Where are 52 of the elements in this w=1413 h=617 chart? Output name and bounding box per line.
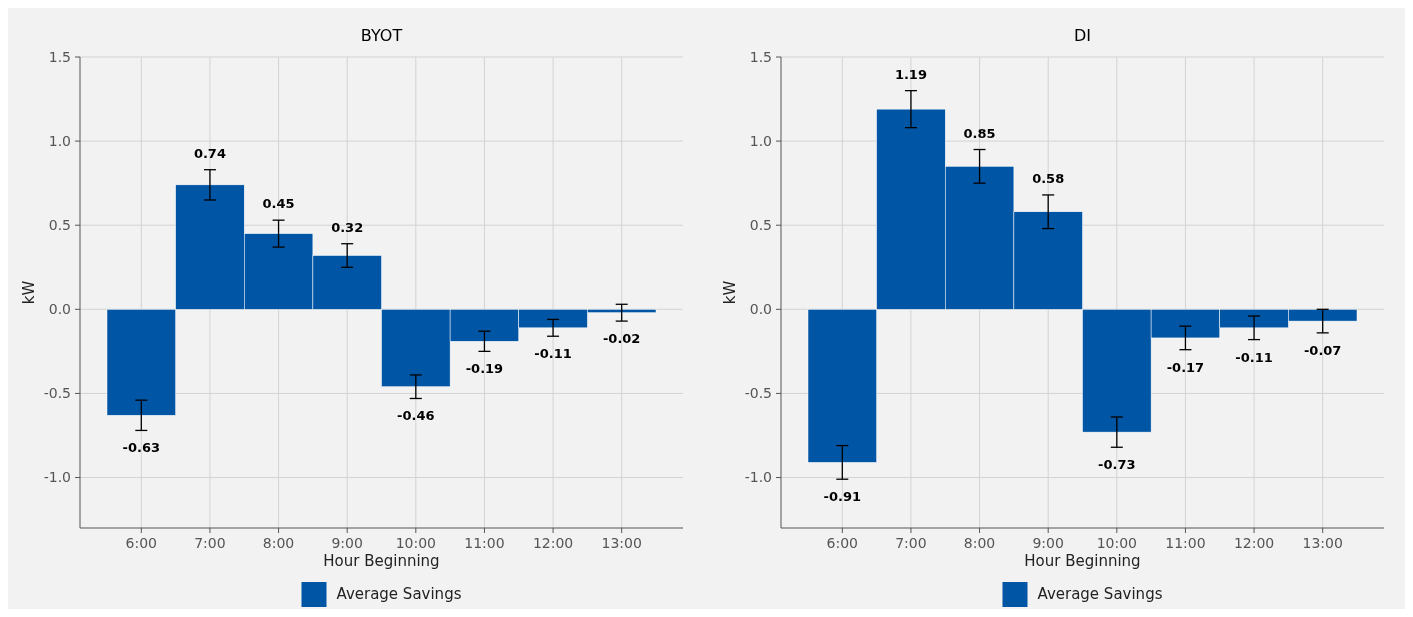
chart-title: DI bbox=[1073, 26, 1092, 45]
x-tick-label: 9:00 bbox=[331, 535, 363, 551]
data-label: 0.45 bbox=[262, 196, 295, 212]
y-tick-label: 1.5 bbox=[749, 48, 772, 65]
y-tick-label: 0.5 bbox=[48, 217, 71, 234]
data-label: -0.91 bbox=[823, 489, 862, 505]
data-label: -0.63 bbox=[122, 440, 161, 456]
y-tick-label: -0.5 bbox=[744, 385, 772, 402]
y-tick-label: -0.5 bbox=[43, 385, 71, 402]
legend-label: Average Savings bbox=[1037, 585, 1163, 604]
data-label: -0.19 bbox=[465, 361, 504, 377]
data-label: 0.58 bbox=[1032, 170, 1065, 186]
data-label: -0.02 bbox=[602, 331, 641, 347]
x-tick-label: 6:00 bbox=[826, 535, 859, 551]
x-axis-title: Hour Beginning bbox=[1024, 552, 1141, 570]
x-tick-label: 8:00 bbox=[963, 535, 996, 551]
chart-title: BYOT bbox=[360, 26, 403, 45]
y-tick-label: 0.0 bbox=[749, 301, 772, 318]
y-tick-label: 0.5 bbox=[749, 217, 772, 234]
data-label: 0.74 bbox=[193, 145, 226, 161]
x-tick-label: 10:00 bbox=[395, 535, 436, 551]
data-label: -0.46 bbox=[397, 408, 435, 424]
data-label: -0.73 bbox=[1098, 457, 1136, 473]
y-tick-label: 1.0 bbox=[749, 133, 772, 150]
x-tick-label: 7:00 bbox=[895, 535, 927, 551]
data-label: 0.32 bbox=[331, 219, 364, 235]
y-axis-title: kW bbox=[20, 280, 38, 305]
data-label: -0.17 bbox=[1166, 359, 1205, 375]
data-label: -0.11 bbox=[1235, 349, 1273, 365]
x-tick-label: 6:00 bbox=[125, 535, 158, 551]
y-tick-label: 1.5 bbox=[48, 48, 71, 65]
x-tick-label: 10:00 bbox=[1096, 535, 1137, 551]
x-tick-label: 11:00 bbox=[1165, 535, 1206, 551]
x-tick-label: 12:00 bbox=[532, 535, 574, 551]
data-label: 1.19 bbox=[894, 66, 927, 82]
data-label: -0.11 bbox=[534, 346, 572, 362]
x-tick-label: 13:00 bbox=[1302, 535, 1343, 551]
x-tick-label: 8:00 bbox=[262, 535, 295, 551]
y-tick-label: 1.0 bbox=[48, 133, 71, 150]
y-tick-label: -1.0 bbox=[43, 469, 71, 486]
x-tick-label: 12:00 bbox=[1233, 535, 1275, 551]
x-tick-label: 9:00 bbox=[1032, 535, 1064, 551]
legend-label: Average Savings bbox=[336, 585, 462, 604]
y-tick-label: 0.0 bbox=[48, 301, 71, 318]
data-label: 0.85 bbox=[963, 125, 996, 141]
y-tick-label: -1.0 bbox=[744, 469, 772, 486]
x-tick-label: 7:00 bbox=[194, 535, 226, 551]
x-axis-title: Hour Beginning bbox=[323, 552, 440, 570]
y-axis-title: kW bbox=[721, 280, 739, 305]
x-tick-label: 13:00 bbox=[601, 535, 642, 551]
data-label: -0.07 bbox=[1303, 342, 1342, 358]
x-tick-label: 11:00 bbox=[464, 535, 505, 551]
